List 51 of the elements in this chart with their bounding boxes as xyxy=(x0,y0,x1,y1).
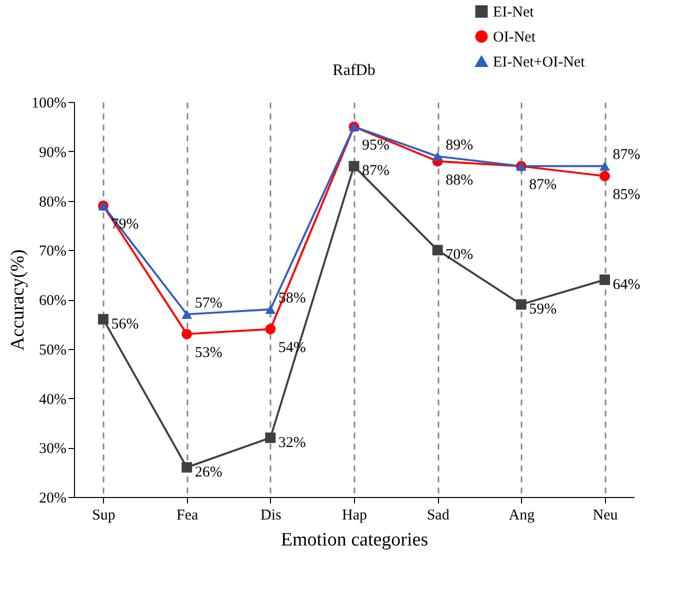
point xyxy=(182,462,192,473)
point xyxy=(432,244,443,256)
data-label: 57% xyxy=(194,295,222,312)
point xyxy=(265,304,276,314)
data-label: 87% xyxy=(612,147,640,164)
y-axis-title: Accuracy(%) xyxy=(8,249,29,351)
legend-label: EI-Net+OI-Net xyxy=(493,54,586,70)
x-tick-label: Dis xyxy=(260,508,282,524)
data-label: 87% xyxy=(362,163,390,180)
point xyxy=(265,324,276,334)
data-label: 87% xyxy=(529,177,557,194)
point xyxy=(98,314,108,324)
x-tick-label: Hap xyxy=(342,508,367,524)
point xyxy=(182,310,192,319)
data-label: 59% xyxy=(529,301,557,318)
legend-label: OI-Net xyxy=(493,30,536,46)
data-label: 64% xyxy=(612,276,640,293)
x-tick-label: Fea xyxy=(176,508,198,524)
point xyxy=(600,274,610,285)
data-label: 26% xyxy=(194,464,222,480)
point xyxy=(182,328,192,340)
data-label: 32% xyxy=(278,434,306,451)
y-tick-label: 90% xyxy=(39,144,66,161)
y-tick-label: 40% xyxy=(39,392,66,408)
y-tick-label: 100% xyxy=(32,96,66,112)
y-tick-label: 80% xyxy=(39,194,66,210)
x-axis-title: Emotion categories xyxy=(280,530,428,550)
point xyxy=(348,160,360,172)
chart-title: RafDb xyxy=(332,62,376,79)
data-label: 89% xyxy=(446,137,474,154)
y-tick-label: 30% xyxy=(39,441,66,458)
data-label: 88% xyxy=(446,172,474,188)
data-label: 56% xyxy=(111,316,139,332)
y-tick-label: 70% xyxy=(39,244,66,260)
data-label: 95% xyxy=(362,138,390,154)
point xyxy=(600,162,610,171)
y-tick-label: 20% xyxy=(39,490,66,506)
point xyxy=(265,432,276,443)
x-tick-label: Sad xyxy=(426,508,450,524)
y-tick-label: 60% xyxy=(39,293,66,309)
x-tick-label: Ang xyxy=(508,508,536,524)
point xyxy=(432,152,443,161)
legend-label: EI-Net xyxy=(493,4,535,20)
data-label: 85% xyxy=(612,187,640,204)
y-tick-label: 50% xyxy=(39,342,66,358)
x-tick-label: Neu xyxy=(592,508,618,524)
point xyxy=(516,299,526,310)
point xyxy=(600,170,610,182)
data-label: 53% xyxy=(194,345,222,362)
data-label: 70% xyxy=(446,247,474,264)
x-tick-label: Sup xyxy=(92,508,116,524)
